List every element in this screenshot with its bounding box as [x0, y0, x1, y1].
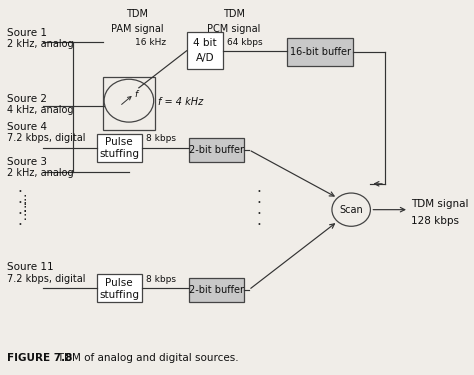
Bar: [97, 274, 142, 302]
Text: PAM signal: PAM signal: [111, 24, 164, 34]
Text: 8 kbps: 8 kbps: [146, 134, 176, 143]
Text: 2-bit buffer: 2-bit buffer: [189, 145, 244, 154]
Text: 128 kbps: 128 kbps: [411, 216, 459, 226]
Text: TDM: TDM: [223, 9, 245, 20]
Bar: [189, 138, 244, 162]
Text: f = 4 kHz: f = 4 kHz: [158, 97, 203, 107]
Text: Pulse: Pulse: [105, 137, 133, 147]
Bar: [187, 32, 223, 69]
Text: FIGURE 7.8: FIGURE 7.8: [7, 353, 73, 363]
Text: Pulse: Pulse: [105, 278, 133, 288]
Text: PCM signal: PCM signal: [207, 24, 260, 34]
Text: 2 kHz, analog: 2 kHz, analog: [7, 39, 73, 49]
Text: .: .: [257, 180, 262, 195]
Text: .: .: [18, 180, 22, 195]
Text: 7.2 kbps, digital: 7.2 kbps, digital: [7, 133, 85, 143]
Text: 16-bit buffer: 16-bit buffer: [290, 47, 351, 57]
Text: .: .: [18, 213, 22, 228]
Text: Soure 2: Soure 2: [7, 94, 47, 104]
Text: A/D: A/D: [195, 53, 214, 63]
Text: .: .: [18, 202, 22, 217]
Text: Soure 1: Soure 1: [7, 28, 47, 38]
Text: stuffing: stuffing: [99, 290, 139, 300]
Text: Scan: Scan: [339, 205, 363, 214]
Text: 64 kbps: 64 kbps: [227, 38, 263, 47]
Bar: [287, 38, 353, 66]
Text: ⋮: ⋮: [18, 201, 30, 214]
Text: 4 kHz, analog: 4 kHz, analog: [7, 105, 73, 116]
Text: 8 kbps: 8 kbps: [146, 275, 176, 284]
Text: .: .: [18, 191, 22, 206]
Text: 2-bit buffer: 2-bit buffer: [189, 285, 244, 295]
Text: f: f: [135, 90, 137, 99]
Text: .: .: [257, 213, 262, 228]
Text: .: .: [257, 191, 262, 206]
Text: Soure 11: Soure 11: [7, 262, 54, 273]
Text: Soure 3: Soure 3: [7, 157, 47, 167]
Text: ⋮: ⋮: [18, 194, 30, 207]
Bar: [189, 278, 244, 302]
Text: ⋮: ⋮: [18, 209, 30, 222]
Bar: [103, 76, 155, 130]
Text: 16 kHz: 16 kHz: [135, 38, 166, 47]
Text: .: .: [257, 202, 262, 217]
Text: 7.2 kbps, digital: 7.2 kbps, digital: [7, 273, 85, 284]
Text: TDM of analog and digital sources.: TDM of analog and digital sources.: [48, 353, 238, 363]
Bar: [97, 134, 142, 162]
Text: Soure 4: Soure 4: [7, 122, 47, 132]
Text: 4 bit: 4 bit: [193, 38, 217, 48]
Text: stuffing: stuffing: [99, 149, 139, 159]
Text: TDM signal: TDM signal: [411, 199, 468, 209]
Text: TDM: TDM: [127, 9, 148, 20]
Text: 2 kHz, analog: 2 kHz, analog: [7, 168, 73, 178]
